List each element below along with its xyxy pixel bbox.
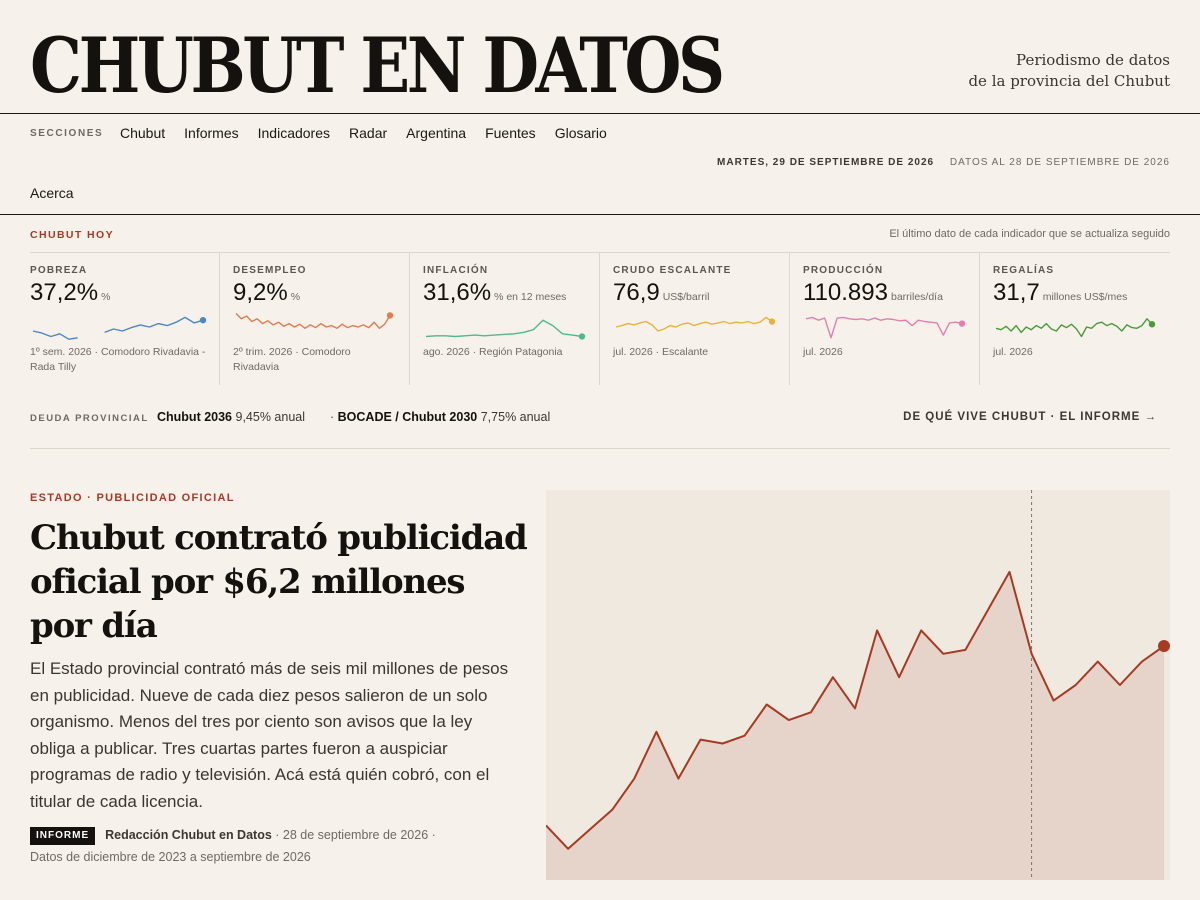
indicator-source: ago. 2026 · Región Patagonia [423,346,563,358]
debt-divider [30,448,1170,449]
indicator-regalias[interactable]: REGALÍAS 31,7 millones US$/mes jul. 2026 [993,253,1170,385]
sparkline-last-point [1148,321,1156,328]
report-link[interactable]: DE QUÉ VIVE CHUBUT · EL INFORME → [903,411,1157,423]
sparkline-produccion [805,316,966,339]
indicator-unit: % [290,291,301,303]
indicator-crudo-escalante[interactable]: CRUDO ESCALANTE 76,9 US$/barril jul. 2026… [613,253,790,385]
indicator-desempleo[interactable]: DESEMPLEO 9,2%% 2º trim. 2026 · Comodoro… [233,253,410,385]
indicator-value: 31,7 [993,279,1040,306]
nav-item-indicadores[interactable]: Indicadores [257,125,331,141]
section-note: El último dato de cada indicador que se … [889,228,1170,240]
chart-area-fill [546,571,1164,880]
sparkline-last-point [386,312,394,319]
indicator-unit: millones US$/mes [1042,291,1128,303]
nav-divider [0,214,1200,215]
bond-name: Chubut 2036 [157,410,233,424]
indicators-divider [30,252,1170,253]
article-author[interactable]: Redacción Chubut en Datos [105,828,272,842]
article-date: · 28 de septiembre de 2026 · [275,828,436,842]
header-divider [0,113,1200,114]
nav-item-chubut[interactable]: Chubut [120,125,166,141]
indicator-label: PRODUCCIÓN [803,265,884,276]
indicator-source: jul. 2026 · Escalante [613,346,709,358]
sparkline-path [32,316,204,340]
indicator-unit: % [101,291,111,303]
tagline: Periodismo de datos de la provincia del … [968,50,1170,92]
article-headline[interactable]: Chubut contrató publicidad oficial por $… [30,518,528,646]
data-date: DATOS AL 28 DE SEPTIEMBRE DE 2026 [949,157,1170,168]
debt-bond-1[interactable]: Chubut 2036 9,45% anual [157,410,305,424]
nav-item-acerca[interactable]: Acerca [30,185,74,201]
bond-rate: 9,45% anual [235,410,306,424]
chart-last-point [1158,640,1170,652]
nav-item-glosario[interactable]: Glosario [554,125,607,141]
sparkline-last-point [199,316,207,324]
indicator-unit: barriles/día [890,291,943,303]
sparkline-crudo [615,316,776,332]
nav-item-radar[interactable]: Radar [349,125,388,141]
article-dek: El Estado provincial contrató más de sei… [30,659,509,811]
nav-label: SECCIONES [30,128,104,139]
indicator-pobreza[interactable]: POBREZA 37,2%% 1º sem. 2026 · Comodoro R… [30,253,220,385]
article-period: Datos de diciembre de 2023 a septiembre … [30,850,311,864]
sparkline-inflacion [425,319,586,340]
indicator-label: POBREZA [30,265,88,276]
sparkline-last-point [768,318,776,325]
indicator-label: INFLACIÓN [423,265,489,276]
main-nav: Chubut Informes Indicadores Radar Argent… [120,125,607,141]
debt-label: DEUDA PROVINCIAL [30,413,149,424]
indicator-source: 2º trim. 2026 · Comodoro Rivadavia [233,346,351,373]
sparkline-path [805,316,963,339]
chart-series-line [546,570,1165,850]
nav-item-argentina[interactable]: Argentina [406,125,467,141]
nav-item-informes[interactable]: Informes [184,125,239,141]
article-meta: INFORME Redacción Chubut en Datos · 28 de… [30,824,510,868]
indicator-source: jul. 2026 [993,346,1033,358]
indicator-unit: US$/barril [662,291,710,303]
article-kicker[interactable]: ESTADO · PUBLICIDAD OFICIAL [30,492,235,504]
indicator-value: 76,9 [613,279,660,306]
indicator-value: 110.893 [803,279,888,306]
indicator-inflacion[interactable]: INFLACIÓN 31,6%% en 12 meses ago. 2026 ·… [423,253,600,385]
sparkline-path [995,318,1153,338]
nav-item-fuentes[interactable]: Fuentes [485,125,536,141]
bond-rate: 7,75% anual [480,410,551,424]
sparkline-pobreza [32,316,207,340]
sparkline-path [615,316,773,332]
sparkline-desempleo [235,312,394,329]
current-date: MARTES, 29 DE SEPTIEMBRE DE 2026 [717,157,935,168]
sparkline-regalias [995,318,1156,338]
indicator-value: 37,2% [30,279,99,306]
tagline-line-1: Periodismo de datos [1016,51,1170,69]
sparkline-last-point [578,333,586,340]
site-title[interactable]: CHUBUT EN DATOS [30,21,725,110]
indicator-label: CRUDO ESCALANTE [613,265,732,276]
indicator-source: 1º sem. 2026 · Comodoro Rivadavia - Rada… [30,346,206,373]
debt-bond-2[interactable]: · BOCADE / Chubut 2030 7,75% anual [330,410,551,424]
article-type-badge: INFORME [30,827,96,845]
indicator-source: jul. 2026 [803,346,843,358]
indicator-value: 31,6% [423,279,492,306]
article-chart[interactable] [546,490,1170,880]
bond-name: BOCADE / Chubut 2030 [337,410,478,424]
sparkline-last-point [958,320,966,327]
date-line: MARTES, 29 DE SEPTIEMBRE DE 2026 DATOS A… [717,157,1170,168]
indicator-label: REGALÍAS [993,265,1055,276]
indicator-label: DESEMPLEO [233,265,307,276]
indicator-unit: % en 12 meses [494,291,567,303]
indicator-produccion[interactable]: PRODUCCIÓN 110.893 barriles/día jul. 2026 [803,253,980,385]
sparkline-path [425,319,583,338]
indicator-value: 9,2% [233,279,288,306]
sparkline-path [235,312,391,329]
section-label-hoy: CHUBUT HOY [30,229,114,241]
tagline-line-2: de la provincia del Chubut [968,72,1170,90]
